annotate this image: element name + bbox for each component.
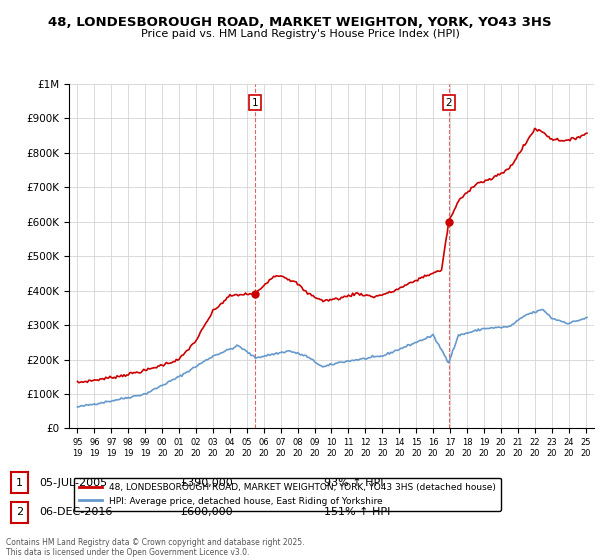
Text: 06-DEC-2016: 06-DEC-2016 xyxy=(39,507,112,517)
Text: 2: 2 xyxy=(445,98,452,108)
Text: 05-JUL-2005: 05-JUL-2005 xyxy=(39,478,107,488)
Text: 151% ↑ HPI: 151% ↑ HPI xyxy=(324,507,391,517)
Text: 48, LONDESBOROUGH ROAD, MARKET WEIGHTON, YORK, YO43 3HS: 48, LONDESBOROUGH ROAD, MARKET WEIGHTON,… xyxy=(48,16,552,29)
Text: 2: 2 xyxy=(16,507,23,517)
Text: Contains HM Land Registry data © Crown copyright and database right 2025.
This d: Contains HM Land Registry data © Crown c… xyxy=(6,538,305,557)
Text: 1: 1 xyxy=(16,478,23,488)
Text: 1: 1 xyxy=(252,98,259,108)
Text: £390,000: £390,000 xyxy=(180,478,233,488)
Text: £600,000: £600,000 xyxy=(180,507,233,517)
Text: Price paid vs. HM Land Registry's House Price Index (HPI): Price paid vs. HM Land Registry's House … xyxy=(140,29,460,39)
Text: 93% ↑ HPI: 93% ↑ HPI xyxy=(324,478,383,488)
Legend: 48, LONDESBOROUGH ROAD, MARKET WEIGHTON, YORK, YO43 3HS (detached house), HPI: A: 48, LONDESBOROUGH ROAD, MARKET WEIGHTON,… xyxy=(74,478,501,511)
